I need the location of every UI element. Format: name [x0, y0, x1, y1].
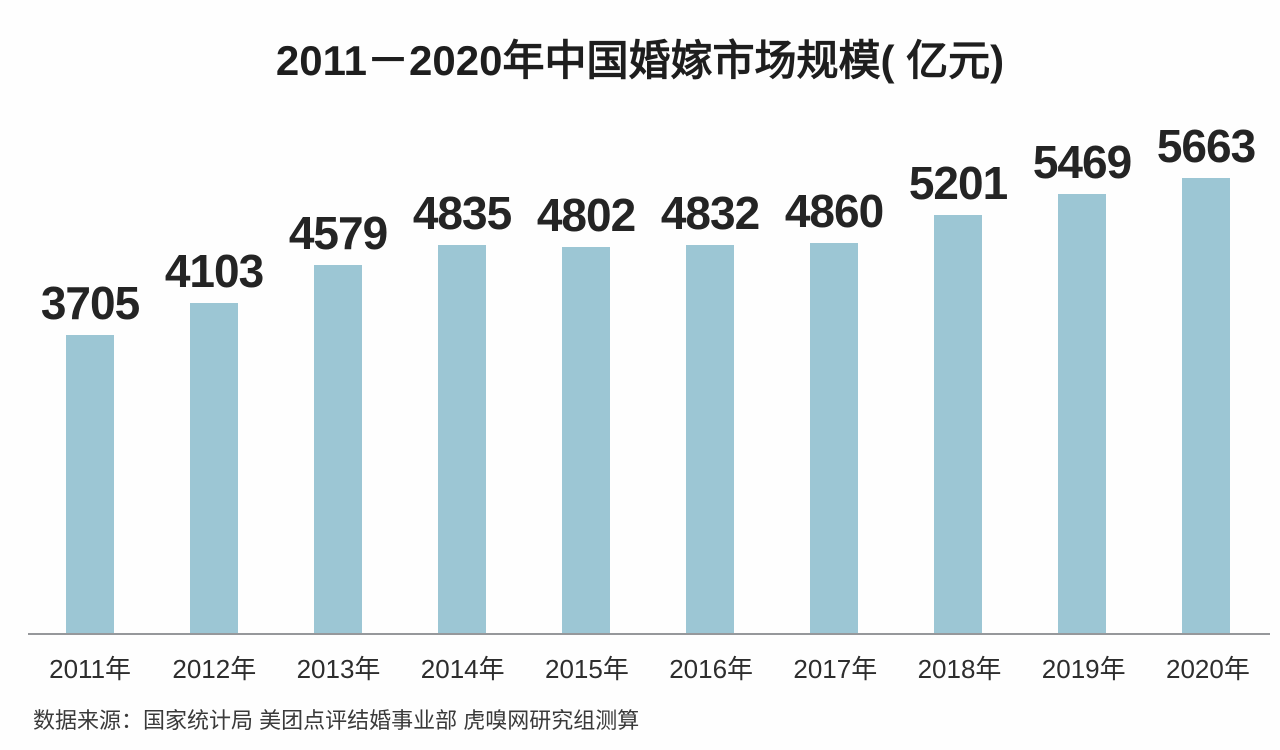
x-axis-label: 2020年 [1166, 654, 1250, 684]
x-axis-label: 2011年 [49, 654, 132, 684]
bar-value-label: 4103 [164, 245, 264, 297]
source-note: 数据来源：国家统计局 美团点评结婚事业部 虎嗅网研究组测算 [33, 708, 640, 733]
bar-column: 4832 [648, 110, 772, 633]
bar [438, 245, 486, 633]
bar-column: 5201 [896, 110, 1020, 633]
bar-column: 4802 [524, 110, 648, 633]
bar-value-label: 4835 [412, 187, 512, 239]
x-axis-label: 2013年 [296, 654, 381, 684]
x-axis-label: 2016年 [669, 654, 754, 684]
x-axis-label: 2015年 [544, 654, 629, 684]
bar [1182, 178, 1230, 633]
bar-column: 5663 [1144, 110, 1268, 633]
bar-column: 3705 [28, 110, 152, 633]
bar [562, 247, 610, 633]
bar-value-label: 4860 [784, 185, 884, 237]
bar [66, 335, 114, 633]
bar-value-label: 4832 [660, 187, 760, 239]
bar-value-label: 5663 [1156, 120, 1256, 172]
bar [190, 303, 238, 633]
bar [934, 215, 982, 633]
x-axis-label: 2017年 [793, 654, 878, 684]
x-axis-label: 2018年 [917, 654, 1002, 684]
bar-value-label: 5469 [1032, 136, 1132, 188]
bar-column: 4835 [400, 110, 524, 633]
x-axis-label: 2014年 [420, 654, 505, 684]
bar-column: 4579 [276, 110, 400, 633]
chart-title: 2011－2020年中国婚嫁市场规模( 亿元) [275, 37, 1005, 84]
bar-column: 5469 [1020, 110, 1144, 633]
x-axis-label: 2012年 [172, 654, 257, 684]
bar [810, 243, 858, 633]
bar-value-label: 4802 [536, 189, 636, 241]
bar-column: 4860 [772, 110, 896, 633]
bar [686, 245, 734, 633]
bar [1058, 194, 1106, 633]
x-axis-label: 2019年 [1041, 654, 1126, 684]
bar-value-label: 5201 [908, 157, 1008, 209]
bar-column: 4103 [152, 110, 276, 633]
bar [314, 265, 362, 633]
bar-value-label: 4579 [288, 207, 388, 259]
bar-value-label: 3705 [40, 277, 140, 329]
plot-area: 3705 4103 4579 4835 4802 4832 4860 5201 5469 5663 [28, 110, 1268, 633]
x-axis-line: 2011年 2012年 2013年 2014年 2015年 2016年 2017年 2018年… [28, 633, 1270, 686]
